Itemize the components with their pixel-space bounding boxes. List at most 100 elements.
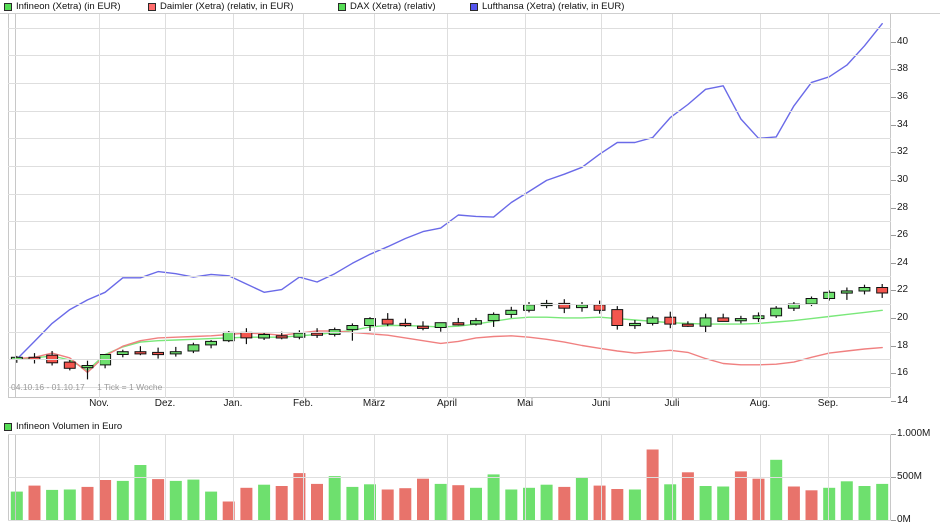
volume-bars-canvas bbox=[10, 449, 889, 520]
x-axis-label: Juni bbox=[591, 398, 611, 409]
legend-swatch-dax bbox=[338, 3, 346, 11]
x-axis-label: Dez. bbox=[154, 398, 176, 409]
price-gridline-vertical bbox=[672, 14, 673, 398]
price-tick-mark bbox=[891, 318, 896, 320]
price-tick-mark bbox=[891, 400, 896, 402]
price-plot-area[interactable] bbox=[8, 14, 891, 398]
legend-item-infineon[interactable]: Infineon (Xetra) (in EUR) bbox=[4, 0, 121, 14]
volume-gridline-vertical bbox=[447, 434, 448, 520]
volume-bar bbox=[275, 486, 288, 520]
x-axis-label: Juli bbox=[664, 398, 680, 409]
price-gridline bbox=[8, 276, 891, 278]
volume-bar bbox=[505, 489, 518, 520]
candle-body bbox=[487, 313, 500, 322]
candle-body bbox=[381, 318, 394, 325]
volume-bar bbox=[63, 489, 76, 520]
volume-bar bbox=[734, 471, 747, 520]
volume-gridline-vertical bbox=[828, 434, 829, 520]
price-series-canvas bbox=[10, 22, 889, 380]
price-tick-label: 20 bbox=[897, 312, 909, 324]
volume-bar bbox=[628, 489, 641, 520]
candle-body bbox=[364, 318, 377, 327]
legend-item-dax[interactable]: DAX (Xetra) (relativ) bbox=[338, 0, 436, 14]
legend-label-lufthansa: Lufthansa (Xetra) (relativ, in EUR) bbox=[482, 1, 625, 12]
price-tick-label: 36 bbox=[897, 91, 909, 103]
volume-bar bbox=[222, 501, 235, 520]
candle-body bbox=[205, 340, 218, 346]
volume-bar bbox=[540, 484, 553, 520]
price-tick-label: 30 bbox=[897, 173, 909, 185]
price-tick-label: 24 bbox=[897, 256, 909, 268]
candle-body bbox=[434, 322, 447, 329]
volume-swatch-icon bbox=[4, 422, 12, 431]
price-tick-label: 18 bbox=[897, 339, 909, 351]
price-tick-mark bbox=[891, 207, 896, 209]
candle-body bbox=[293, 332, 306, 338]
volume-bar bbox=[152, 479, 165, 520]
volume-bar bbox=[311, 483, 323, 520]
volume-header: Infineon Volumen in Euro bbox=[0, 420, 940, 433]
candle-body bbox=[152, 351, 165, 356]
price-gridline-vertical bbox=[760, 14, 761, 398]
tick-interval-label: 1 Tick = 1 Woche bbox=[97, 382, 163, 392]
x-axis-label: Sep. bbox=[817, 398, 839, 409]
x-axis-label: Mai bbox=[516, 398, 534, 409]
candle-body bbox=[63, 361, 76, 369]
volume-bar bbox=[664, 484, 677, 520]
candle-body bbox=[505, 309, 518, 315]
volume-gridline bbox=[8, 520, 891, 521]
candle-body bbox=[258, 334, 271, 339]
volume-plot-area[interactable] bbox=[8, 434, 891, 521]
candle-body bbox=[134, 351, 147, 355]
series-line bbox=[16, 309, 883, 372]
price-gridline bbox=[8, 221, 891, 223]
volume-bar bbox=[134, 465, 147, 520]
volume-bar bbox=[876, 483, 889, 520]
price-gridline-vertical bbox=[601, 14, 602, 398]
price-tick-label: 38 bbox=[897, 63, 909, 75]
volume-gridline-vertical bbox=[601, 434, 602, 520]
volume-bar bbox=[575, 477, 588, 520]
legend-item-daimler[interactable]: Daimler (Xetra) (relativ, in EUR) bbox=[148, 0, 293, 14]
volume-gridline-vertical bbox=[99, 434, 100, 520]
candle-body bbox=[646, 317, 659, 324]
candle-body bbox=[699, 317, 712, 327]
volume-bar bbox=[169, 480, 182, 520]
candle-body bbox=[681, 323, 694, 327]
volume-bar bbox=[434, 483, 447, 520]
date-range-label: 04.10.16 - 01.10.17 bbox=[11, 382, 85, 392]
volume-bar bbox=[858, 486, 871, 520]
candle-body bbox=[840, 290, 853, 294]
candle-body bbox=[399, 322, 412, 327]
price-gridline-vertical bbox=[165, 14, 166, 398]
volume-bar bbox=[28, 485, 41, 520]
price-gridline-vertical bbox=[374, 14, 375, 398]
candle-body bbox=[823, 291, 836, 299]
volume-bar bbox=[805, 490, 818, 520]
price-tick-label: 40 bbox=[897, 35, 909, 47]
price-tick-mark bbox=[891, 124, 896, 126]
volume-bar bbox=[840, 481, 853, 520]
price-tick-mark bbox=[891, 41, 896, 43]
x-axis-label: Nov. bbox=[89, 398, 109, 409]
price-gridline-vertical bbox=[233, 14, 234, 398]
candle-body bbox=[734, 318, 747, 322]
volume-bar bbox=[205, 491, 218, 520]
price-gridline-vertical bbox=[303, 14, 304, 398]
volume-bar bbox=[99, 480, 112, 520]
candle-body bbox=[311, 332, 324, 336]
volume-bar bbox=[81, 486, 94, 520]
candle-body bbox=[611, 309, 624, 327]
legend-item-lufthansa[interactable]: Lufthansa (Xetra) (relativ, in EUR) bbox=[470, 0, 624, 14]
volume-bar bbox=[523, 487, 535, 520]
price-gridline bbox=[8, 193, 891, 195]
candle-body bbox=[81, 365, 94, 369]
legend-label-infineon: Infineon (Xetra) (in EUR) bbox=[16, 1, 121, 12]
x-axis-label: März bbox=[362, 398, 386, 409]
volume-bar bbox=[328, 476, 341, 520]
candle-body bbox=[452, 322, 465, 326]
series-line bbox=[16, 330, 883, 374]
candle-body bbox=[346, 325, 359, 331]
volume-bar bbox=[452, 485, 465, 520]
legend-swatch-daimler bbox=[148, 3, 156, 11]
